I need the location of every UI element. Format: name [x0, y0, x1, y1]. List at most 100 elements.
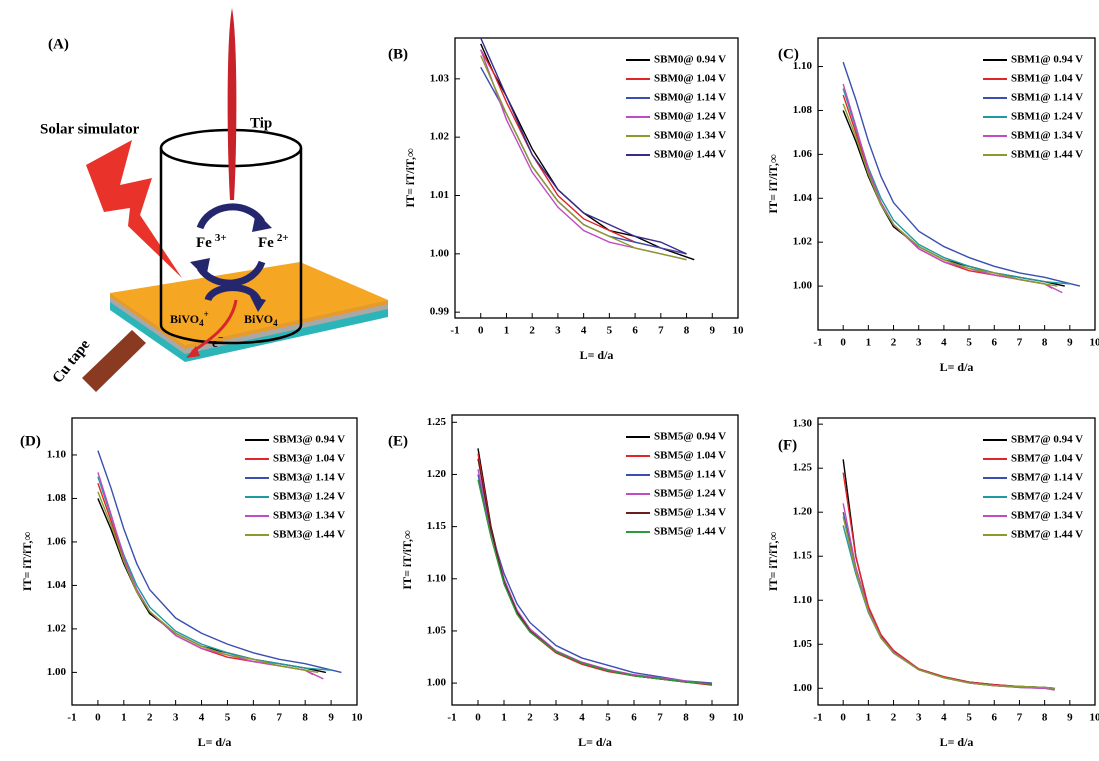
legend-label: SBM7@ 1.44 V: [1011, 529, 1083, 541]
x-tick-label: 3: [916, 712, 922, 724]
y-tick-label: 1.06: [47, 535, 67, 547]
legend-label: SBM0@ 1.44 V: [654, 149, 726, 161]
legend-label: SBM5@ 1.04 V: [654, 450, 726, 462]
axis-frame: [817, 37, 1096, 331]
legend-label: SBM0@ 1.14 V: [654, 92, 726, 104]
x-tick-label: 8: [1042, 337, 1048, 349]
x-tick-label: 0: [95, 712, 101, 724]
diagram-label: Fe 3+: [196, 232, 227, 252]
species: e: [212, 335, 218, 350]
x-tick-label: 7: [277, 712, 283, 724]
subscript: 4: [199, 318, 204, 328]
arrow-head: [186, 346, 200, 358]
y-tick-label: 1.25: [427, 416, 447, 428]
x-tick-label: 10: [1090, 712, 1099, 724]
x-tick-label: 5: [225, 712, 231, 724]
x-tick-label: 5: [605, 712, 611, 724]
y-axis-label: IT= iT/iT,∞: [766, 154, 780, 214]
x-tick-label: 2: [891, 712, 897, 724]
legend-label: SBM3@ 1.04 V: [273, 453, 345, 465]
species: Fe: [196, 235, 212, 251]
series-line: [480, 37, 687, 255]
tip: [227, 8, 237, 200]
x-tick-label: 9: [328, 712, 334, 724]
panel-label: (C): [778, 46, 799, 62]
y-tick-label: 1.30: [793, 418, 813, 430]
x-tick-label: 3: [555, 325, 561, 337]
y-tick-label: 1.08: [793, 104, 813, 116]
y-axis-label: IT= iT/iT,∞: [766, 531, 780, 591]
cylinder-bottom: [159, 324, 303, 345]
y-tick-label: 1.02: [47, 622, 67, 634]
x-tick-label: 5: [966, 712, 972, 724]
x-axis-label: L= d/a: [940, 735, 974, 749]
x-tick-label: 7: [1017, 337, 1023, 349]
x-tick-label: 3: [553, 712, 559, 724]
axis-frame: [454, 37, 739, 319]
diagram-label: Fe 2+: [258, 232, 289, 252]
panel-label: (E): [388, 433, 408, 449]
legend-label: SBM5@ 1.24 V: [654, 488, 726, 500]
x-tick-label: 8: [683, 712, 689, 724]
y-tick-label: 1.00: [430, 247, 450, 259]
y-tick-label: 1.00: [427, 677, 447, 689]
legend-label: SBM1@ 0.94 V: [1011, 54, 1083, 66]
x-tick-label: -1: [67, 712, 76, 724]
x-tick-label: 6: [631, 712, 637, 724]
series-line: [842, 103, 1058, 287]
legend-label: SBM3@ 0.94 V: [273, 434, 345, 446]
arrow: [204, 284, 262, 302]
legend-label: SBM1@ 1.04 V: [1011, 73, 1083, 85]
legend-label: SBM0@ 1.34 V: [654, 130, 726, 142]
panel-label: (D): [20, 433, 41, 449]
y-tick-label: 1.20: [793, 506, 813, 518]
x-tick-label: -1: [447, 712, 456, 724]
cu-tape: [82, 330, 146, 392]
series-line: [97, 491, 319, 674]
x-tick-label: 10: [733, 712, 745, 724]
y-tick-label: 1.00: [793, 682, 813, 694]
legend-label: SBM1@ 1.44 V: [1011, 149, 1083, 161]
y-tick-label: 1.03: [430, 72, 450, 84]
x-tick-label: 4: [941, 712, 947, 724]
x-tick-label: 0: [840, 712, 846, 724]
y-tick-label: 1.02: [793, 236, 813, 248]
panel-label: (A): [48, 36, 69, 52]
x-tick-label: 2: [529, 325, 535, 337]
panel-label: (F): [778, 437, 797, 453]
axis-frame: [817, 417, 1096, 706]
y-tick-label: 1.00: [793, 280, 813, 292]
x-tick-label: 10: [352, 712, 364, 724]
arrow-head: [190, 258, 210, 278]
species: Fe: [258, 235, 274, 251]
legend-label: SBM0@ 0.94 V: [654, 54, 726, 66]
x-tick-label: 10: [733, 325, 745, 337]
x-tick-label: 0: [840, 337, 846, 349]
x-tick-label: 7: [657, 712, 663, 724]
y-tick-label: 1.05: [793, 638, 813, 650]
x-tick-label: 9: [1067, 337, 1073, 349]
x-tick-label: 8: [302, 712, 308, 724]
legend-label: SBM0@ 1.04 V: [654, 73, 726, 85]
x-tick-label: 2: [147, 712, 153, 724]
x-tick-label: 3: [916, 337, 922, 349]
legend-label: SBM3@ 1.24 V: [273, 491, 345, 503]
x-tick-label: 4: [579, 712, 585, 724]
y-tick-label: 1.10: [427, 572, 447, 584]
legend-label: SBM0@ 1.24 V: [654, 111, 726, 123]
x-tick-label: 7: [1017, 712, 1023, 724]
x-tick-label: -1: [450, 325, 459, 337]
y-tick-label: 0.99: [430, 306, 450, 318]
slab-top: [110, 262, 388, 345]
arrow-head: [252, 212, 272, 232]
legend-label: SBM7@ 1.34 V: [1011, 510, 1083, 522]
axis-frame: [451, 414, 739, 706]
x-tick-label: 8: [1042, 712, 1048, 724]
y-tick-label: 1.01: [430, 189, 449, 201]
x-tick-label: 6: [632, 325, 638, 337]
y-tick-label: 1.08: [47, 492, 67, 504]
series-line: [842, 61, 1081, 287]
diagram-label: BiVO4+: [170, 309, 209, 328]
y-tick-label: 1.10: [793, 594, 813, 606]
x-tick-label: 5: [966, 337, 972, 349]
